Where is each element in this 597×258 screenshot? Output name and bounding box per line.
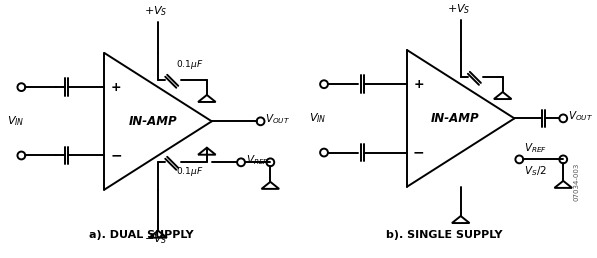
Text: $V_S/2$: $V_S/2$ — [524, 164, 547, 178]
Text: a). DUAL SUPPLY: a). DUAL SUPPLY — [89, 230, 194, 240]
Text: +: + — [414, 78, 424, 91]
Text: $+V_S$: $+V_S$ — [447, 2, 470, 16]
Text: b). SINGLE SUPPLY: b). SINGLE SUPPLY — [386, 230, 502, 240]
Text: $V_{REF}$: $V_{REF}$ — [524, 141, 547, 155]
Text: $0.1\mu F$: $0.1\mu F$ — [176, 58, 203, 70]
Text: −: − — [110, 149, 122, 163]
Text: $V_{IN}$: $V_{IN}$ — [309, 111, 327, 125]
Text: $+V_S$: $+V_S$ — [144, 4, 168, 18]
Text: $V_{OUT}$: $V_{OUT}$ — [568, 110, 593, 123]
Text: $V_{OUT}$: $V_{OUT}$ — [266, 112, 291, 126]
Text: $0.1\mu F$: $0.1\mu F$ — [176, 165, 203, 178]
Text: −: − — [413, 146, 424, 159]
Text: $V_{IN}$: $V_{IN}$ — [7, 114, 24, 128]
Text: $V_{REF}$: $V_{REF}$ — [246, 154, 269, 167]
Text: +: + — [111, 81, 121, 94]
Text: 07034-003: 07034-003 — [574, 163, 580, 201]
Text: IN-AMP: IN-AMP — [431, 112, 479, 125]
Text: IN-AMP: IN-AMP — [128, 115, 177, 128]
Text: $-V_S$: $-V_S$ — [144, 233, 168, 246]
